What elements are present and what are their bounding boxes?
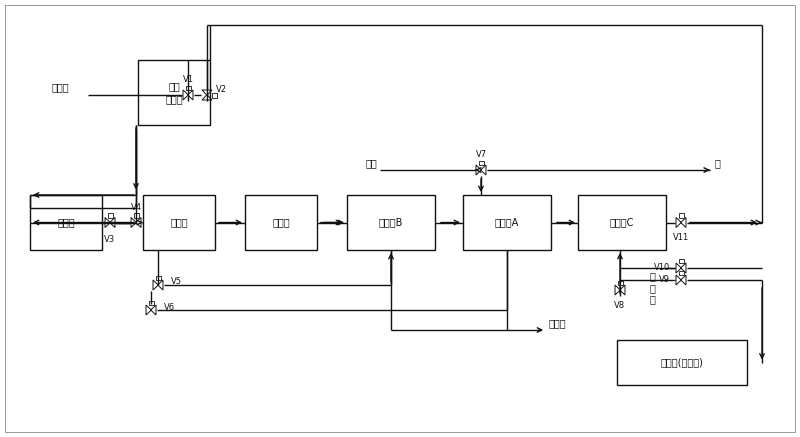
Text: 换热器A: 换热器A bbox=[495, 218, 519, 228]
Bar bbox=[186, 86, 190, 90]
Text: V6: V6 bbox=[164, 302, 175, 312]
Text: V10: V10 bbox=[654, 264, 670, 273]
Text: 配料罐: 配料罐 bbox=[57, 218, 75, 228]
Bar bbox=[30, 195, 102, 250]
Text: 发酵罐(流加罐): 发酵罐(流加罐) bbox=[661, 357, 703, 368]
Bar bbox=[618, 281, 622, 285]
Bar bbox=[155, 275, 161, 280]
Bar bbox=[347, 195, 435, 250]
Bar bbox=[149, 301, 154, 305]
Text: V2: V2 bbox=[216, 86, 227, 94]
Bar bbox=[617, 340, 747, 385]
Text: 维持罐: 维持罐 bbox=[272, 218, 290, 228]
Text: 补水来: 补水来 bbox=[52, 82, 70, 92]
Bar bbox=[245, 195, 317, 250]
Bar bbox=[463, 195, 551, 250]
Bar bbox=[107, 213, 113, 218]
Bar bbox=[143, 195, 215, 250]
Text: V8: V8 bbox=[614, 301, 626, 310]
Text: V1: V1 bbox=[182, 75, 194, 84]
Text: 冷凝水: 冷凝水 bbox=[549, 318, 566, 328]
Text: 换热器C: 换热器C bbox=[610, 218, 634, 228]
Bar bbox=[212, 93, 217, 97]
Bar bbox=[578, 195, 666, 250]
Bar bbox=[678, 213, 683, 218]
Bar bbox=[478, 160, 483, 165]
Text: 带压
水消罐: 带压 水消罐 bbox=[165, 81, 183, 104]
Text: 水: 水 bbox=[715, 158, 721, 168]
Bar bbox=[678, 259, 683, 263]
Text: V7: V7 bbox=[475, 150, 486, 159]
Text: V11: V11 bbox=[673, 233, 689, 243]
Text: V9: V9 bbox=[659, 275, 670, 284]
Bar bbox=[678, 271, 683, 275]
Bar bbox=[138, 60, 210, 125]
Text: V4: V4 bbox=[130, 202, 142, 212]
Text: 蒸汽: 蒸汽 bbox=[366, 158, 377, 168]
Text: 换热器B: 换热器B bbox=[379, 218, 403, 228]
Text: 连消泵: 连消泵 bbox=[170, 218, 188, 228]
Text: V5: V5 bbox=[171, 277, 182, 287]
Text: 冷
却
水: 冷 却 水 bbox=[650, 271, 656, 305]
Text: V3: V3 bbox=[105, 235, 115, 243]
Bar bbox=[134, 213, 138, 218]
